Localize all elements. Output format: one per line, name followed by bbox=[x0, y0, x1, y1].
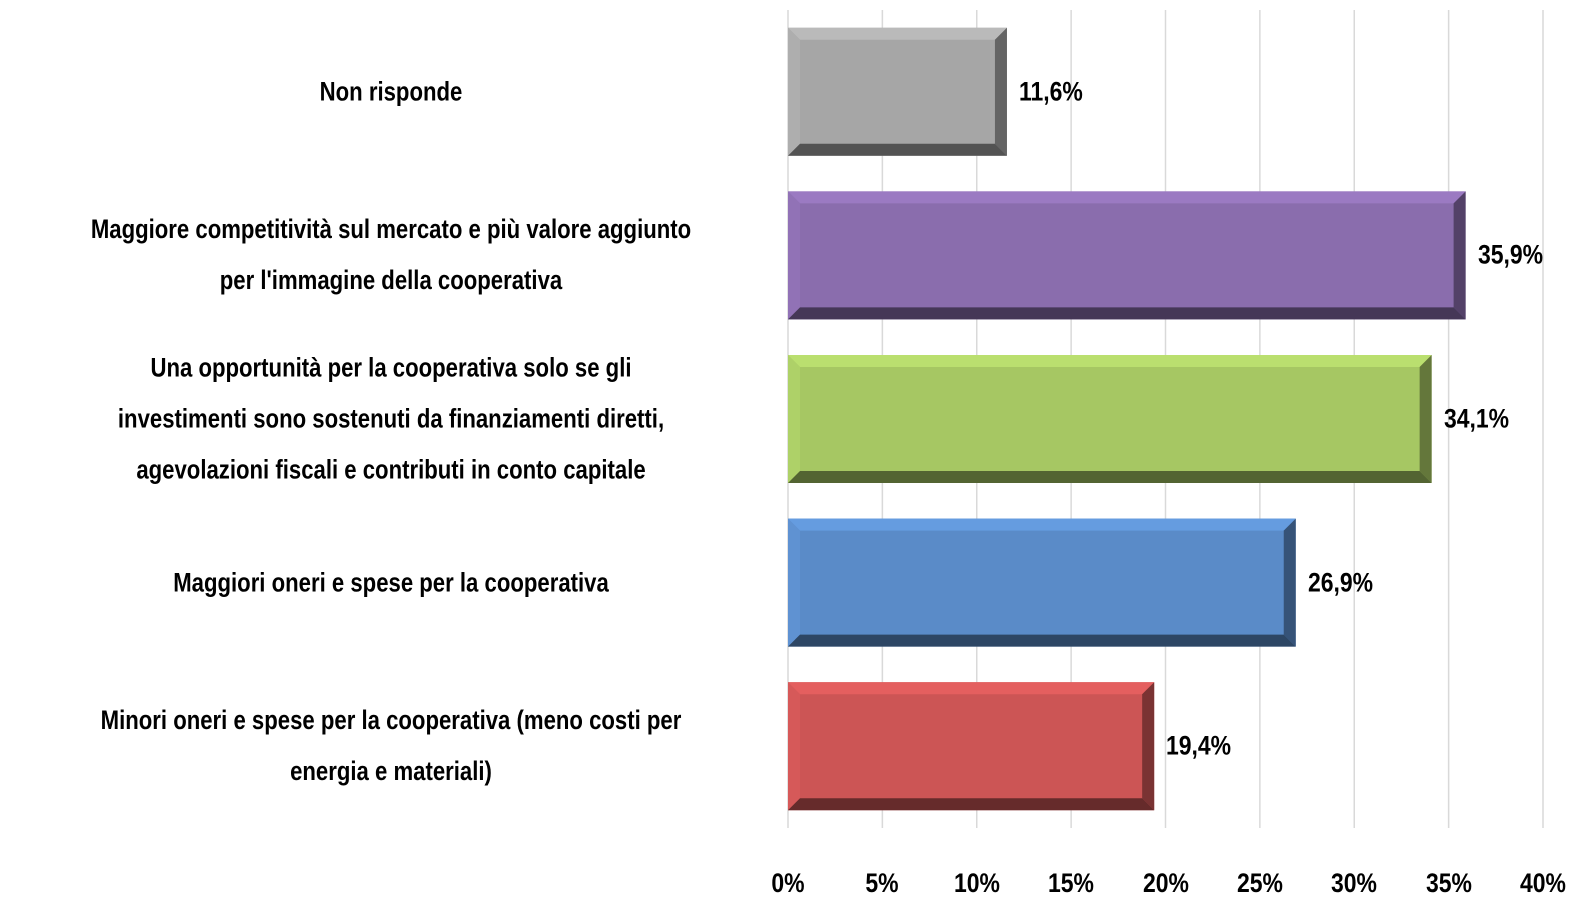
bar-bevel bbox=[1142, 682, 1155, 811]
bar-bevel bbox=[788, 682, 800, 811]
bar-bevel bbox=[788, 518, 800, 647]
x-tick-label: 10% bbox=[953, 868, 1000, 898]
bar-bevel bbox=[788, 518, 1296, 531]
bar-bevel bbox=[1453, 191, 1466, 320]
x-tick-label: 25% bbox=[1236, 868, 1283, 898]
bar-bevel bbox=[788, 798, 1155, 811]
bar-bevel bbox=[788, 307, 1466, 320]
category-label: Maggiore competitività sul mercato e più… bbox=[90, 214, 692, 296]
x-tick-label: 40% bbox=[1520, 868, 1566, 898]
value-label: 26,9% bbox=[1307, 567, 1373, 598]
bar-bevel bbox=[788, 682, 1155, 695]
x-tick-label: 20% bbox=[1142, 868, 1189, 898]
category-label: Maggiori oneri e spese per la cooperativ… bbox=[173, 567, 609, 598]
x-tick-label: 35% bbox=[1425, 868, 1472, 898]
bar bbox=[788, 27, 1007, 156]
bar-bevel bbox=[788, 27, 800, 156]
value-label: 11,6% bbox=[1018, 76, 1083, 107]
x-tick-label: 30% bbox=[1331, 868, 1378, 898]
bar-bevel bbox=[1419, 355, 1432, 483]
bar bbox=[788, 518, 1296, 647]
bar-bevel bbox=[1283, 518, 1296, 647]
category-label: Una opportunità per la cooperativa solo … bbox=[117, 352, 665, 485]
x-tick-label: 5% bbox=[865, 868, 899, 898]
bar-bevel bbox=[788, 143, 1007, 156]
bar-bevel bbox=[788, 471, 1432, 483]
bar bbox=[788, 191, 1466, 320]
bar bbox=[788, 682, 1155, 811]
value-label: 34,1% bbox=[1443, 403, 1509, 434]
category-label: Minori oneri e spese per la cooperativa … bbox=[100, 705, 682, 787]
bar-bevel bbox=[788, 191, 1466, 204]
x-tick-label: 0% bbox=[771, 868, 805, 898]
bar bbox=[788, 355, 1432, 483]
bar-bevel bbox=[994, 27, 1007, 156]
bar-bevel bbox=[788, 634, 1296, 647]
value-label: 19,4% bbox=[1166, 730, 1232, 761]
value-label: 35,9% bbox=[1477, 239, 1543, 270]
bar-bevel bbox=[788, 27, 1007, 40]
category-label: Non risponde bbox=[319, 76, 463, 107]
bar-bevel bbox=[788, 355, 800, 483]
bar-bevel bbox=[788, 191, 800, 320]
x-tick-label: 15% bbox=[1048, 868, 1095, 898]
bar-bevel bbox=[788, 355, 1432, 367]
